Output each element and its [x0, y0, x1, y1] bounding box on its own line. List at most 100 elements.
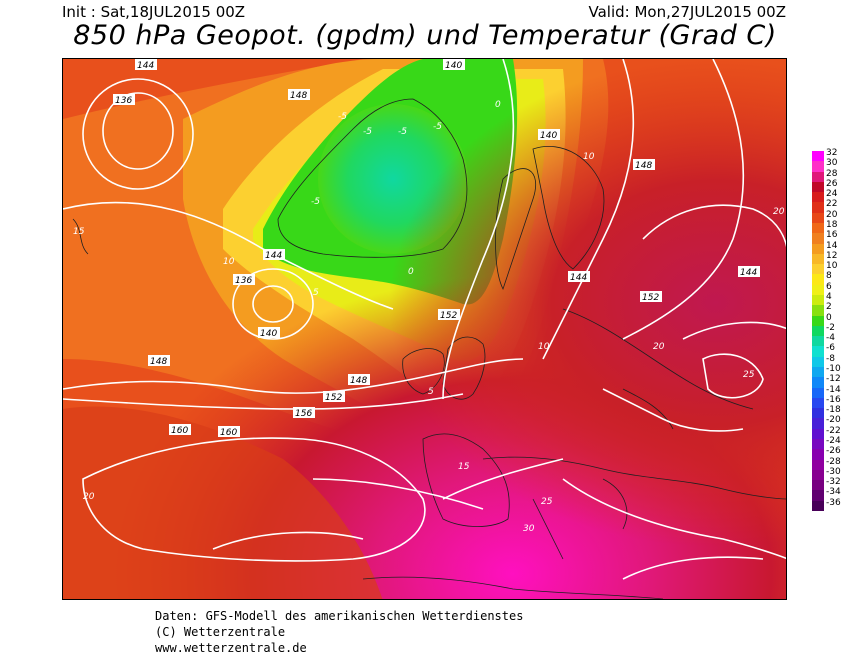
- legend-label: 32: [826, 148, 838, 158]
- temperature-legend: 32 30 28 26 24 22 20 18 16 14 12 10 8 6 4 2 0 -2 -4 -6 -8 -10…: [812, 147, 850, 515]
- legend-label: 22: [826, 199, 838, 210]
- legend-entry: -24: [812, 436, 850, 450]
- svg-text:160: 160: [171, 426, 188, 436]
- legend-entry: -30: [812, 466, 850, 481]
- legend-label: -32: [826, 477, 841, 488]
- footer-copyright: (C) Wetterzentrale: [155, 625, 286, 639]
- temp-label: 20: [773, 207, 785, 217]
- coastlines: [72, 98, 786, 599]
- legend-label: 30: [826, 158, 838, 169]
- svg-text:152: 152: [440, 311, 457, 321]
- temp-label: -5: [311, 197, 320, 207]
- legend-label: -36: [826, 497, 841, 508]
- legend-swatch: [812, 500, 824, 511]
- legend-label: 26: [826, 178, 838, 189]
- legend-label: 6: [826, 281, 832, 292]
- legend-swatch: [812, 151, 824, 162]
- legend-label: 0: [826, 312, 832, 323]
- footer-url: www.wetterzentrale.de: [155, 641, 307, 655]
- legend-label: -14: [826, 384, 841, 395]
- svg-text:144: 144: [265, 251, 282, 261]
- svg-text:148: 148: [350, 376, 367, 386]
- legend-label: -28: [826, 456, 841, 467]
- legend-entry: 26: [812, 178, 850, 193]
- legend-label: -6: [826, 343, 835, 354]
- legend-label: 24: [826, 189, 838, 200]
- legend-entry: 30: [812, 158, 850, 172]
- legend-label: 16: [826, 230, 838, 241]
- temp-label: -5: [363, 127, 372, 137]
- temp-label: 0: [495, 100, 501, 110]
- legend-label: 4: [826, 292, 832, 302]
- legend-swatch: [812, 284, 824, 295]
- legend-swatch: [812, 295, 824, 306]
- legend-entry: 20: [812, 210, 850, 223]
- svg-text:152: 152: [642, 293, 659, 303]
- legend-swatch: [812, 264, 824, 275]
- legend-entry: 6: [812, 281, 850, 295]
- footer-credits: Daten: GFS-Modell des amerikanischen Wet…: [155, 608, 523, 656]
- legend-entry: 22: [812, 199, 850, 213]
- geo-label: 160: [218, 426, 240, 438]
- geo-label: 140: [443, 59, 465, 71]
- legend-label: -30: [826, 466, 841, 477]
- legend-swatch: [812, 469, 824, 481]
- legend-swatch: [812, 274, 824, 285]
- temp-label: 15: [458, 462, 470, 472]
- geo-label: 144: [135, 59, 157, 71]
- geo-label: 136: [113, 94, 135, 106]
- legend-label: 2: [826, 302, 832, 313]
- temp-label: 25: [541, 497, 553, 507]
- legend-label: 18: [826, 220, 838, 230]
- svg-text:140: 140: [540, 131, 557, 141]
- legend-swatch: [812, 171, 824, 182]
- legend-entry: -22: [812, 425, 850, 439]
- svg-text:148: 148: [150, 357, 167, 367]
- geo-label: 152: [640, 291, 662, 303]
- legend-entry: -20: [812, 415, 850, 429]
- geo-label: 152: [438, 309, 460, 321]
- svg-text:140: 140: [445, 61, 462, 71]
- temp-label: 10: [223, 257, 235, 267]
- geopotential-labels: 144 136 140 148 152 160 144 140 136 148 …: [113, 59, 760, 438]
- legend-swatch: [812, 253, 824, 265]
- legend-entry: 12: [812, 251, 850, 265]
- legend-swatch: [812, 418, 824, 429]
- legend-label: -12: [826, 374, 841, 385]
- legend-swatch: [812, 346, 824, 357]
- warm-southwest: [63, 406, 383, 599]
- svg-text:148: 148: [290, 91, 307, 101]
- legend-label: -24: [826, 436, 841, 446]
- legend-swatch: [812, 315, 824, 326]
- legend-swatch: [812, 223, 824, 234]
- temp-label: -5: [398, 127, 407, 137]
- geo-label: 148: [288, 89, 310, 101]
- legend-entry: -8: [812, 354, 850, 367]
- legend-entry: 0: [812, 312, 850, 326]
- legend-swatch: [812, 305, 824, 316]
- temp-label: -5: [338, 112, 347, 122]
- svg-text:156: 156: [295, 409, 312, 419]
- legend-swatch: [812, 367, 824, 378]
- temp-label: 0: [408, 267, 414, 277]
- geo-label: 148: [148, 355, 170, 367]
- legend-entry: 16: [812, 230, 850, 244]
- legend-label: -4: [826, 333, 835, 344]
- legend-entry: -2: [812, 323, 850, 337]
- legend-swatch: [812, 387, 824, 398]
- temp-label: 10: [538, 342, 550, 352]
- svg-text:144: 144: [137, 61, 154, 71]
- legend-swatch: [812, 161, 824, 172]
- legend-label: -16: [826, 394, 841, 405]
- temp-label: 20: [83, 492, 95, 502]
- legend-label: -22: [826, 425, 841, 436]
- legend-label: -18: [826, 405, 841, 416]
- geo-label: 136: [233, 274, 255, 286]
- legend-entry: -14: [812, 384, 850, 398]
- geo-label: 144: [568, 271, 590, 283]
- geo-label: 144: [738, 266, 760, 278]
- legend-swatch: [812, 243, 824, 254]
- legend-entry: 28: [812, 169, 850, 182]
- legend-swatch: [812, 408, 824, 419]
- temp-label: 10: [583, 152, 595, 162]
